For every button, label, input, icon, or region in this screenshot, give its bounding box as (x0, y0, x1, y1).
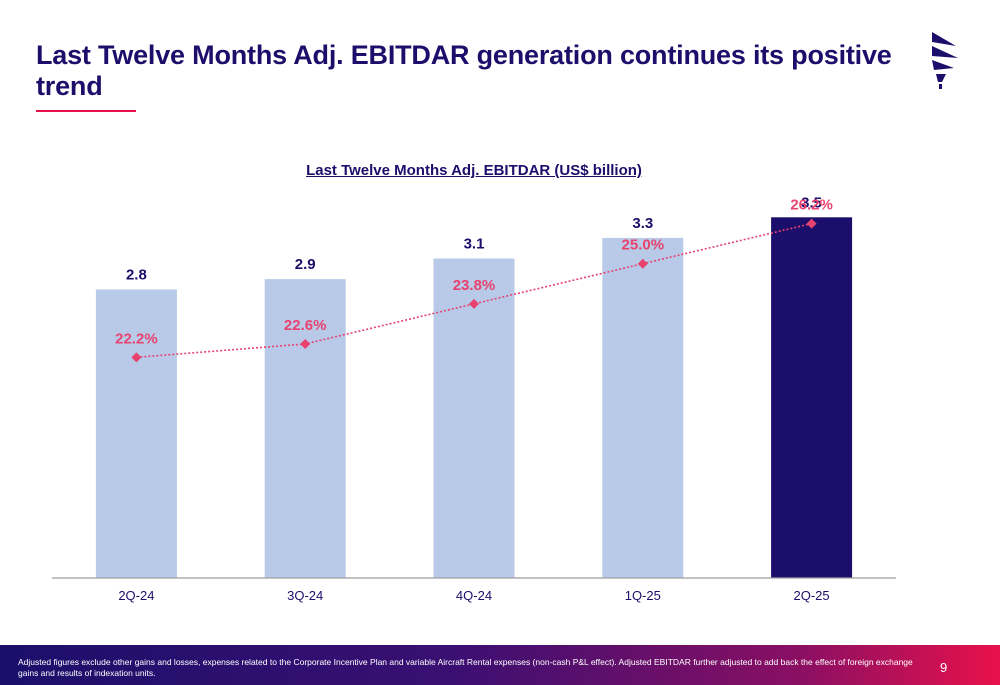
margin-marker (637, 258, 648, 269)
x-tick-label: 2Q-25 (794, 588, 830, 603)
margin-marker (806, 218, 817, 229)
bar (95, 289, 177, 578)
page-number: 9 (940, 660, 948, 675)
margin-value-label: 26.2% (790, 197, 833, 214)
footer-bar (0, 645, 1000, 685)
bar (602, 237, 684, 578)
bar-value-label: 2.9 (295, 256, 316, 273)
brand-logo-icon (932, 32, 958, 89)
chart-title: Last Twelve Months Adj. EBITDAR (US$ bil… (306, 162, 642, 179)
margin-value-label: 23.8% (453, 277, 496, 294)
margin-value-label: 22.6% (284, 317, 327, 334)
slide-title: Last Twelve Months Adj. EBITDAR generati… (36, 40, 892, 101)
bar (264, 279, 346, 578)
x-tick-label: 3Q-24 (287, 588, 323, 603)
bar-value-label: 3.3 (632, 215, 653, 232)
margin-marker (300, 338, 311, 349)
margin-value-label: 22.2% (115, 330, 158, 347)
footnote: Adjusted figures exclude other gains and… (18, 657, 913, 678)
title-underline (36, 110, 136, 112)
bar (433, 258, 515, 578)
margin-marker (131, 352, 142, 363)
bar-value-label: 2.8 (126, 266, 147, 283)
bar-value-label: 3.1 (464, 236, 485, 253)
bar (771, 217, 853, 578)
x-tick-label: 2Q-24 (118, 588, 154, 603)
margin-line (136, 222, 812, 359)
x-tick-label: 1Q-25 (625, 588, 661, 603)
ebitdar-chart: 2.8 2Q-24 2.9 3Q-24 3.1 4Q-24 3.3 1Q-25 3.5 2Q-25… (52, 194, 896, 603)
margin-value-label: 25.0% (622, 237, 665, 254)
x-tick-label: 4Q-24 (456, 588, 492, 603)
bar-value-label: 3.5 (801, 194, 822, 211)
margin-marker (469, 298, 479, 309)
